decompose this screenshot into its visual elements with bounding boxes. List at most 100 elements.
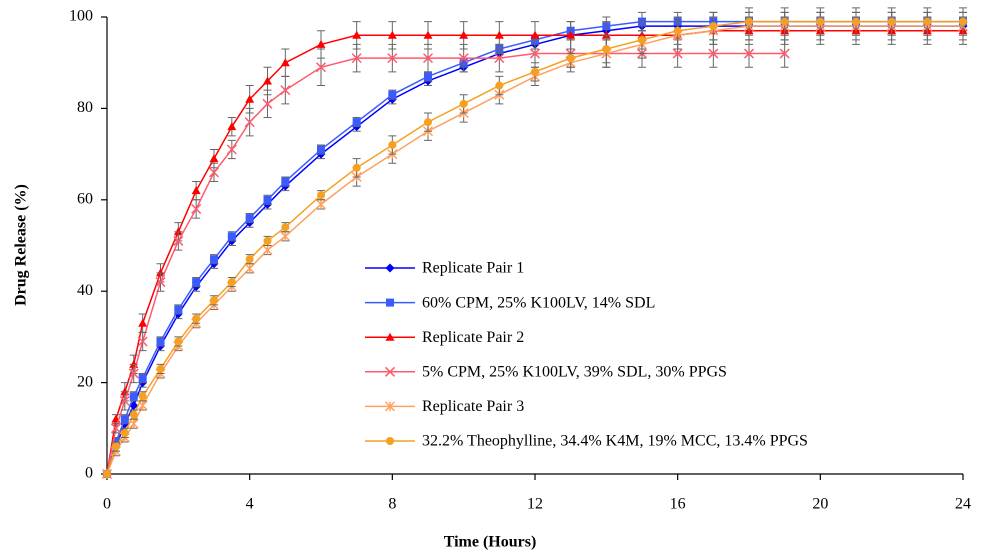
x-tick-label: 12 — [527, 496, 543, 513]
marker — [156, 337, 165, 346]
marker — [387, 53, 398, 64]
marker — [672, 48, 683, 59]
marker — [424, 118, 432, 127]
marker — [423, 30, 433, 39]
marker — [816, 17, 825, 26]
marker — [352, 118, 361, 127]
marker — [138, 318, 148, 327]
marker — [262, 245, 273, 256]
legend-marker — [385, 263, 395, 273]
legend-label: Replicate Pair 1 — [422, 260, 524, 277]
marker — [495, 81, 504, 90]
series — [102, 16, 968, 478]
legend-label: Replicate Pair 2 — [422, 329, 524, 346]
marker — [120, 428, 129, 437]
marker — [210, 255, 218, 264]
marker — [138, 392, 147, 401]
marker — [244, 117, 255, 128]
marker — [110, 423, 121, 434]
marker — [315, 62, 327, 73]
marker — [673, 26, 682, 35]
series-line — [106, 20, 963, 475]
marker — [315, 199, 327, 210]
marker — [959, 17, 967, 26]
marker — [387, 30, 397, 39]
marker — [602, 44, 611, 53]
marker — [529, 48, 541, 59]
marker — [458, 53, 469, 64]
marker — [263, 195, 272, 204]
marker — [192, 314, 201, 323]
legend-marker — [385, 332, 395, 341]
marker — [424, 72, 432, 81]
marker — [745, 17, 753, 26]
marker — [227, 122, 237, 131]
marker — [129, 410, 138, 419]
marker — [459, 99, 468, 108]
y-tick-label: 40 — [77, 282, 93, 299]
marker — [191, 186, 201, 195]
marker — [227, 232, 236, 241]
series-line — [106, 25, 963, 475]
x-tick-label: 0 — [103, 496, 111, 513]
marker — [566, 54, 575, 63]
marker — [317, 191, 325, 200]
marker — [352, 30, 362, 39]
series-line — [106, 25, 963, 475]
legend-label: Replicate Pair 3 — [422, 398, 524, 415]
x-tick-label: 4 — [246, 496, 254, 513]
marker — [210, 296, 218, 305]
marker — [173, 235, 184, 246]
marker — [316, 39, 326, 48]
marker — [119, 395, 130, 406]
marker — [129, 392, 138, 401]
y-tick-label: 20 — [77, 373, 93, 390]
y-tick-label: 0 — [85, 465, 93, 482]
marker — [638, 35, 646, 44]
marker — [263, 236, 272, 245]
marker — [156, 364, 165, 373]
marker — [280, 58, 290, 67]
x-tick-label: 16 — [670, 496, 686, 513]
legend-marker — [386, 298, 394, 307]
marker — [280, 85, 291, 96]
marker — [280, 231, 291, 242]
marker — [317, 145, 325, 154]
marker — [138, 374, 147, 383]
series-line — [106, 20, 963, 475]
legend-marker — [384, 401, 396, 412]
marker — [494, 53, 505, 64]
marker — [852, 17, 860, 26]
marker — [281, 177, 290, 186]
marker — [708, 48, 719, 59]
x-axis-title: Time (Hours) — [444, 534, 537, 551]
marker — [174, 305, 183, 314]
x-tick-label: 8 — [388, 496, 396, 513]
marker — [352, 163, 361, 172]
marker — [887, 17, 896, 26]
marker — [111, 442, 120, 451]
marker — [103, 470, 111, 478]
x-tick-label: 24 — [955, 496, 971, 513]
marker — [780, 17, 789, 26]
marker — [743, 48, 755, 59]
marker — [351, 53, 362, 64]
y-tick-label: 100 — [69, 8, 93, 25]
series — [102, 21, 968, 479]
legend-label: 32.2% Theophylline, 34.4% K4M, 19% MCC, … — [422, 433, 808, 450]
marker — [281, 223, 290, 232]
marker — [262, 98, 273, 109]
x-tick-label: 20 — [812, 496, 828, 513]
marker — [120, 415, 129, 424]
series — [103, 7, 967, 478]
marker — [209, 154, 219, 163]
marker — [191, 203, 202, 214]
marker — [459, 30, 469, 39]
legend-marker — [384, 366, 396, 377]
marker — [208, 167, 220, 178]
marker — [531, 67, 539, 76]
y-axis-title: Drug Release (%) — [13, 184, 30, 306]
marker — [137, 336, 148, 347]
marker — [244, 263, 255, 274]
legend-marker — [386, 437, 394, 445]
